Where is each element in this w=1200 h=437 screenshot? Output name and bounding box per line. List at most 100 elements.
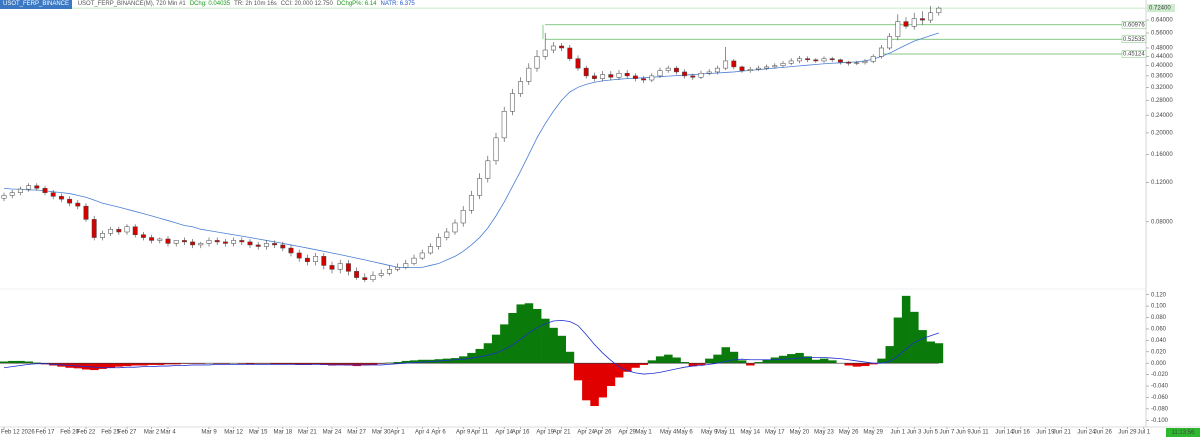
x-tick-label: Apr 26 bbox=[594, 430, 612, 436]
candle-body bbox=[698, 72, 704, 78]
oscillator-bar bbox=[360, 363, 370, 366]
oscillator-bar bbox=[655, 356, 665, 364]
oscillator-bar bbox=[557, 335, 566, 364]
candle-body bbox=[788, 60, 794, 64]
candle-body bbox=[682, 71, 688, 77]
candle-body bbox=[173, 240, 179, 244]
x-tick-label: Mar 12 bbox=[224, 430, 243, 436]
x-tick-label: Apr 4 bbox=[415, 430, 430, 436]
x-tick-label: May 20 bbox=[790, 430, 810, 436]
x-tick-label: Jun 14 bbox=[995, 430, 1014, 436]
candle-body bbox=[846, 61, 852, 64]
candle-body bbox=[34, 185, 40, 189]
candle-body bbox=[9, 192, 15, 196]
candle-body bbox=[354, 271, 360, 278]
oscillator-bar bbox=[606, 363, 616, 387]
oscillator-bar bbox=[336, 363, 345, 365]
candle-body bbox=[550, 45, 556, 51]
candle-body bbox=[411, 257, 417, 264]
x-tick-label: May 9 bbox=[701, 430, 718, 436]
candle-body bbox=[600, 74, 606, 79]
y-tick-label: 0.36000 bbox=[1151, 73, 1173, 79]
oscillator-bar bbox=[122, 363, 132, 367]
y-tick-label: 0.24000 bbox=[1151, 113, 1173, 119]
x-tick-label: Mar 9 bbox=[201, 430, 217, 436]
oscillator-bar bbox=[672, 357, 681, 364]
candle-body bbox=[591, 75, 597, 79]
header-item: NATR: 6.375 bbox=[380, 1, 415, 7]
moving-average bbox=[3, 32, 939, 268]
x-tick-label: Mar 2 bbox=[144, 430, 160, 436]
candle-body bbox=[67, 198, 73, 204]
x-tick-label: May 26 bbox=[839, 430, 859, 436]
candle-body bbox=[419, 252, 425, 259]
oscillator-bar bbox=[729, 351, 739, 364]
x-tick-label: Jun 5 bbox=[923, 430, 938, 436]
level-label-box bbox=[1121, 35, 1147, 43]
oscillator-bar bbox=[573, 363, 583, 381]
x-tick-label: Mar 21 bbox=[298, 430, 317, 436]
candle-body bbox=[919, 18, 925, 21]
candle-body bbox=[83, 205, 89, 220]
level-label: 0.52535 bbox=[1123, 37, 1145, 43]
last-price-box bbox=[1147, 4, 1175, 13]
candle-body bbox=[632, 75, 638, 79]
candle-body bbox=[280, 244, 286, 249]
candle-body bbox=[895, 21, 901, 37]
oscillator-bar bbox=[926, 341, 935, 364]
y-tick-label: 0.32000 bbox=[1151, 85, 1173, 91]
candle-body bbox=[321, 256, 327, 266]
oscillator-bar bbox=[155, 363, 165, 365]
x-tick-label: May 1 bbox=[635, 430, 652, 436]
candle-body bbox=[140, 234, 146, 238]
y-tick-label: 0.48000 bbox=[1151, 46, 1173, 52]
oscillator-bar bbox=[762, 359, 771, 364]
candle-body bbox=[747, 69, 753, 71]
candle-body bbox=[936, 7, 942, 14]
candle-body bbox=[624, 72, 630, 77]
candle-body bbox=[296, 252, 302, 259]
oscillator-bar bbox=[860, 363, 870, 367]
x-tick-label: Jun 19 bbox=[1036, 430, 1055, 436]
oscillator-bar bbox=[910, 311, 919, 364]
x-tick-label: Mar 24 bbox=[323, 430, 342, 436]
candle-body bbox=[534, 56, 540, 69]
oscillator-bar bbox=[270, 363, 279, 365]
x-tick-label: Feb 25 bbox=[101, 430, 120, 436]
candle-body bbox=[723, 60, 729, 69]
x-tick-label: Jun 11 bbox=[971, 430, 989, 436]
y-tick-label: -0.040 bbox=[1151, 384, 1169, 390]
oscillator-bar bbox=[24, 361, 33, 364]
candle-body bbox=[649, 75, 655, 81]
oscillator-bar bbox=[368, 363, 378, 365]
x-tick-label: Jun 26 bbox=[1094, 430, 1113, 436]
x-tick-label: May 11 bbox=[716, 430, 736, 436]
oscillator-bar bbox=[442, 358, 452, 364]
oscillator-bar bbox=[934, 343, 944, 364]
x-tick-label: Jul 1 bbox=[1137, 430, 1150, 436]
x-tick-label: May 4 bbox=[660, 430, 677, 436]
candle-body bbox=[493, 137, 499, 162]
candle-body bbox=[329, 265, 335, 270]
y-tick-label: 0.040 bbox=[1151, 338, 1167, 344]
candle-body bbox=[198, 243, 204, 246]
candle-body bbox=[337, 263, 343, 270]
candle-body bbox=[26, 185, 32, 190]
header-item: CCI: 20.000 12.750 bbox=[280, 1, 333, 7]
candle-body bbox=[108, 229, 114, 234]
y-tick-label: 0.060 bbox=[1151, 327, 1167, 333]
oscillator-bar bbox=[8, 360, 17, 364]
x-tick-label: Apr 24 bbox=[577, 430, 595, 436]
candle-body bbox=[190, 241, 196, 246]
candle-body bbox=[542, 49, 548, 57]
candle-body bbox=[231, 240, 237, 244]
oscillator-bar bbox=[516, 304, 525, 364]
x-tick-label: Jun 24 bbox=[1077, 430, 1096, 436]
level-label-box bbox=[1121, 50, 1147, 58]
oscillator-bar bbox=[549, 327, 558, 364]
y-tick-label: 0.56000 bbox=[1151, 31, 1173, 37]
candle-body bbox=[468, 195, 474, 211]
candle-body bbox=[665, 67, 671, 71]
x-tick-label: Feb 12 2026 bbox=[1, 430, 35, 436]
